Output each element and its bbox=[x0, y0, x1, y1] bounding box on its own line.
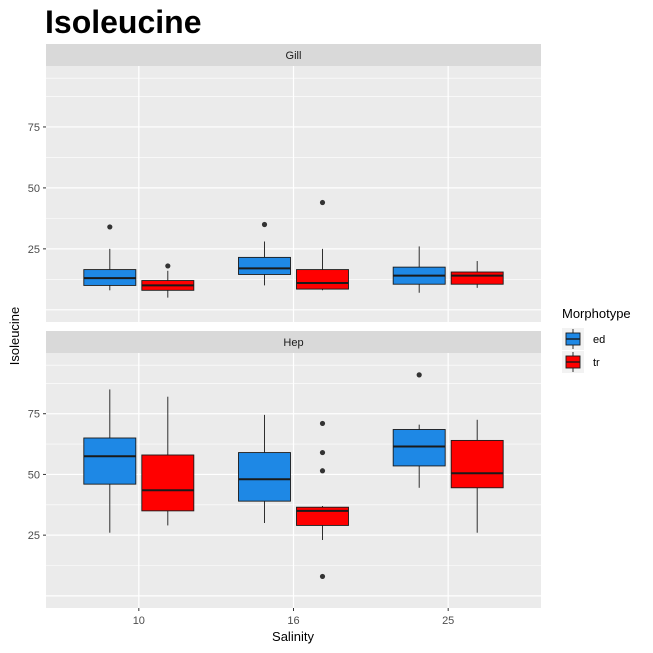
legend-label: tr bbox=[593, 357, 600, 369]
box-25-tr bbox=[450, 419, 504, 533]
box-body bbox=[141, 454, 195, 512]
x-tick-label: 25 bbox=[442, 615, 454, 627]
outlier-point bbox=[165, 263, 171, 269]
x-tick-label: 10 bbox=[133, 615, 145, 627]
outlier-point bbox=[319, 420, 326, 427]
legend-title: Morphotype bbox=[562, 306, 631, 321]
x-tick-label: 16 bbox=[287, 615, 299, 627]
outlier-point bbox=[319, 449, 326, 456]
y-tick-label: 25 bbox=[28, 530, 40, 542]
outlier-point bbox=[107, 224, 113, 230]
box-10-ed bbox=[83, 389, 137, 533]
outlier-point bbox=[319, 573, 326, 580]
x-axis-title: Salinity bbox=[272, 629, 314, 644]
box-16-ed bbox=[238, 221, 291, 286]
y-axis-title: Isoleucine bbox=[7, 307, 22, 366]
outlier-point bbox=[319, 468, 326, 474]
legend-key-ed: ed bbox=[562, 328, 605, 350]
legend: Morphotype ed tr bbox=[562, 306, 631, 373]
box-10-tr bbox=[141, 396, 195, 526]
y-tick-label: 25 bbox=[28, 244, 40, 256]
facet-strip bbox=[46, 331, 541, 353]
box-body bbox=[450, 271, 504, 285]
facet-strip-label: Hep bbox=[283, 337, 303, 349]
box-body bbox=[392, 429, 446, 467]
y-tick-label: 75 bbox=[28, 409, 40, 421]
box-10-ed bbox=[83, 224, 137, 291]
box-body bbox=[296, 269, 349, 290]
box-body bbox=[238, 256, 291, 275]
legend-key-tr: tr bbox=[562, 351, 600, 373]
legend-label: ed bbox=[593, 334, 605, 346]
box-body bbox=[83, 437, 137, 485]
box-25-ed bbox=[392, 246, 446, 293]
outlier-point bbox=[416, 372, 422, 378]
facet-strip-label: Gill bbox=[286, 50, 302, 62]
chart-title: Isoleucine bbox=[45, 4, 202, 40]
box-16-tr bbox=[296, 420, 349, 580]
facet-strip bbox=[46, 44, 541, 66]
box-body bbox=[238, 452, 291, 502]
box-25-tr bbox=[450, 261, 504, 288]
y-tick-label: 75 bbox=[28, 122, 40, 134]
box-16-ed bbox=[238, 414, 291, 523]
outlier-point bbox=[261, 221, 268, 228]
y-tick-label: 50 bbox=[28, 469, 40, 481]
box-body bbox=[450, 439, 504, 489]
outlier-point bbox=[319, 199, 326, 206]
box-10-tr bbox=[141, 263, 195, 298]
y-tick-label: 50 bbox=[28, 183, 40, 195]
box-16-tr bbox=[296, 199, 349, 291]
panel-hep: Hep 25 50 75 bbox=[28, 331, 541, 608]
box-25-ed bbox=[392, 372, 446, 488]
panel-gill: Gill 25 50 75 bbox=[28, 44, 541, 322]
